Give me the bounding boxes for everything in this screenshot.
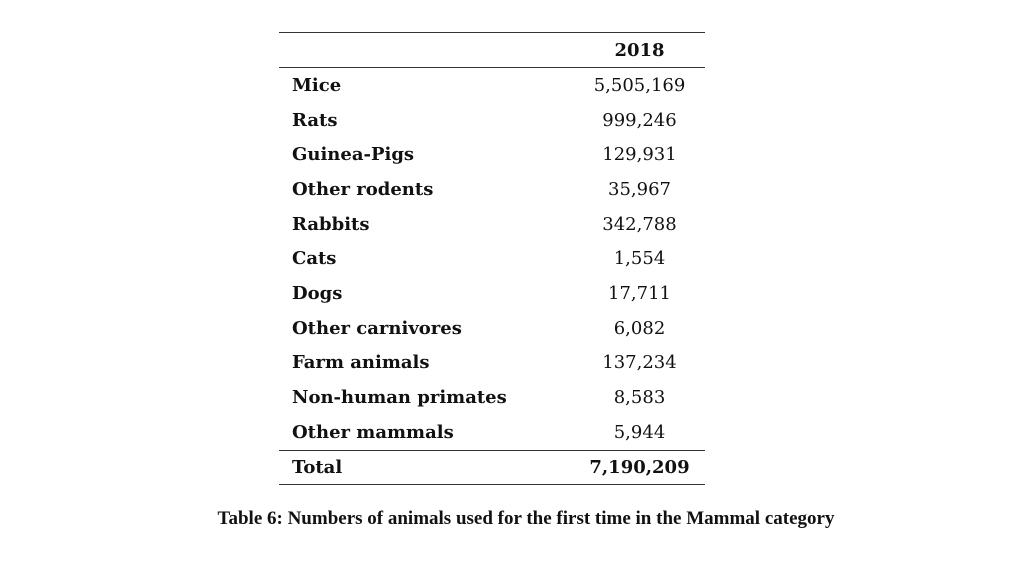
row-value: 129,931 <box>602 144 677 166</box>
row-value: 5,944 <box>613 421 666 443</box>
row-label: Other carnivores <box>292 317 462 339</box>
row-value: 137,234 <box>602 352 677 374</box>
row-label: Dogs <box>292 282 343 304</box>
table-row: Cats 1,554 <box>279 241 705 276</box>
table-row: Other carnivores 6,082 <box>279 311 705 346</box>
row-value: 999,246 <box>602 109 677 131</box>
table-row: Rats 999,246 <box>279 103 705 138</box>
row-value: 6,082 <box>613 317 666 339</box>
row-label: Other rodents <box>292 178 434 200</box>
row-label: Rats <box>292 109 338 131</box>
row-label: Farm animals <box>292 352 430 374</box>
table-row: Mice 5,505,169 <box>279 68 705 103</box>
row-value: 35,967 <box>608 178 671 200</box>
row-label: Mice <box>292 74 342 96</box>
mammal-table: 2018 Mice 5,505,169 Rats 999,246 Guinea-… <box>279 32 705 485</box>
table-caption: Table 6: Numbers of animals used for the… <box>217 508 835 529</box>
table-row: Other rodents 35,967 <box>279 172 705 207</box>
total-row: Total 7,190,209 <box>279 449 705 485</box>
table-row: Guinea-Pigs 129,931 <box>279 137 705 172</box>
row-label: Guinea-Pigs <box>292 144 415 166</box>
mammal-table-container: 2018 Mice 5,505,169 Rats 999,246 Guinea-… <box>279 32 705 485</box>
row-value: 5,505,169 <box>593 74 686 96</box>
table-row: Farm animals 137,234 <box>279 346 705 381</box>
table-row: Rabbits 342,788 <box>279 207 705 242</box>
row-label: Cats <box>292 248 337 270</box>
header-label-cell <box>279 32 574 68</box>
row-label: Other mammals <box>292 421 454 443</box>
row-value: 8,583 <box>613 387 666 409</box>
table-row: Other mammals 5,944 <box>279 415 705 450</box>
row-value: 342,788 <box>602 213 677 235</box>
row-value: 1,554 <box>613 248 666 270</box>
row-label: Rabbits <box>292 213 370 235</box>
total-label: Total <box>279 449 574 485</box>
table-row: Non-human primates 8,583 <box>279 380 705 415</box>
table-header-row: 2018 <box>279 32 705 68</box>
total-value: 7,190,209 <box>574 449 705 485</box>
table-row: Dogs 17,711 <box>279 276 705 311</box>
row-label: Non-human primates <box>292 387 507 409</box>
row-value: 17,711 <box>608 282 671 304</box>
header-year: 2018 <box>574 32 705 68</box>
